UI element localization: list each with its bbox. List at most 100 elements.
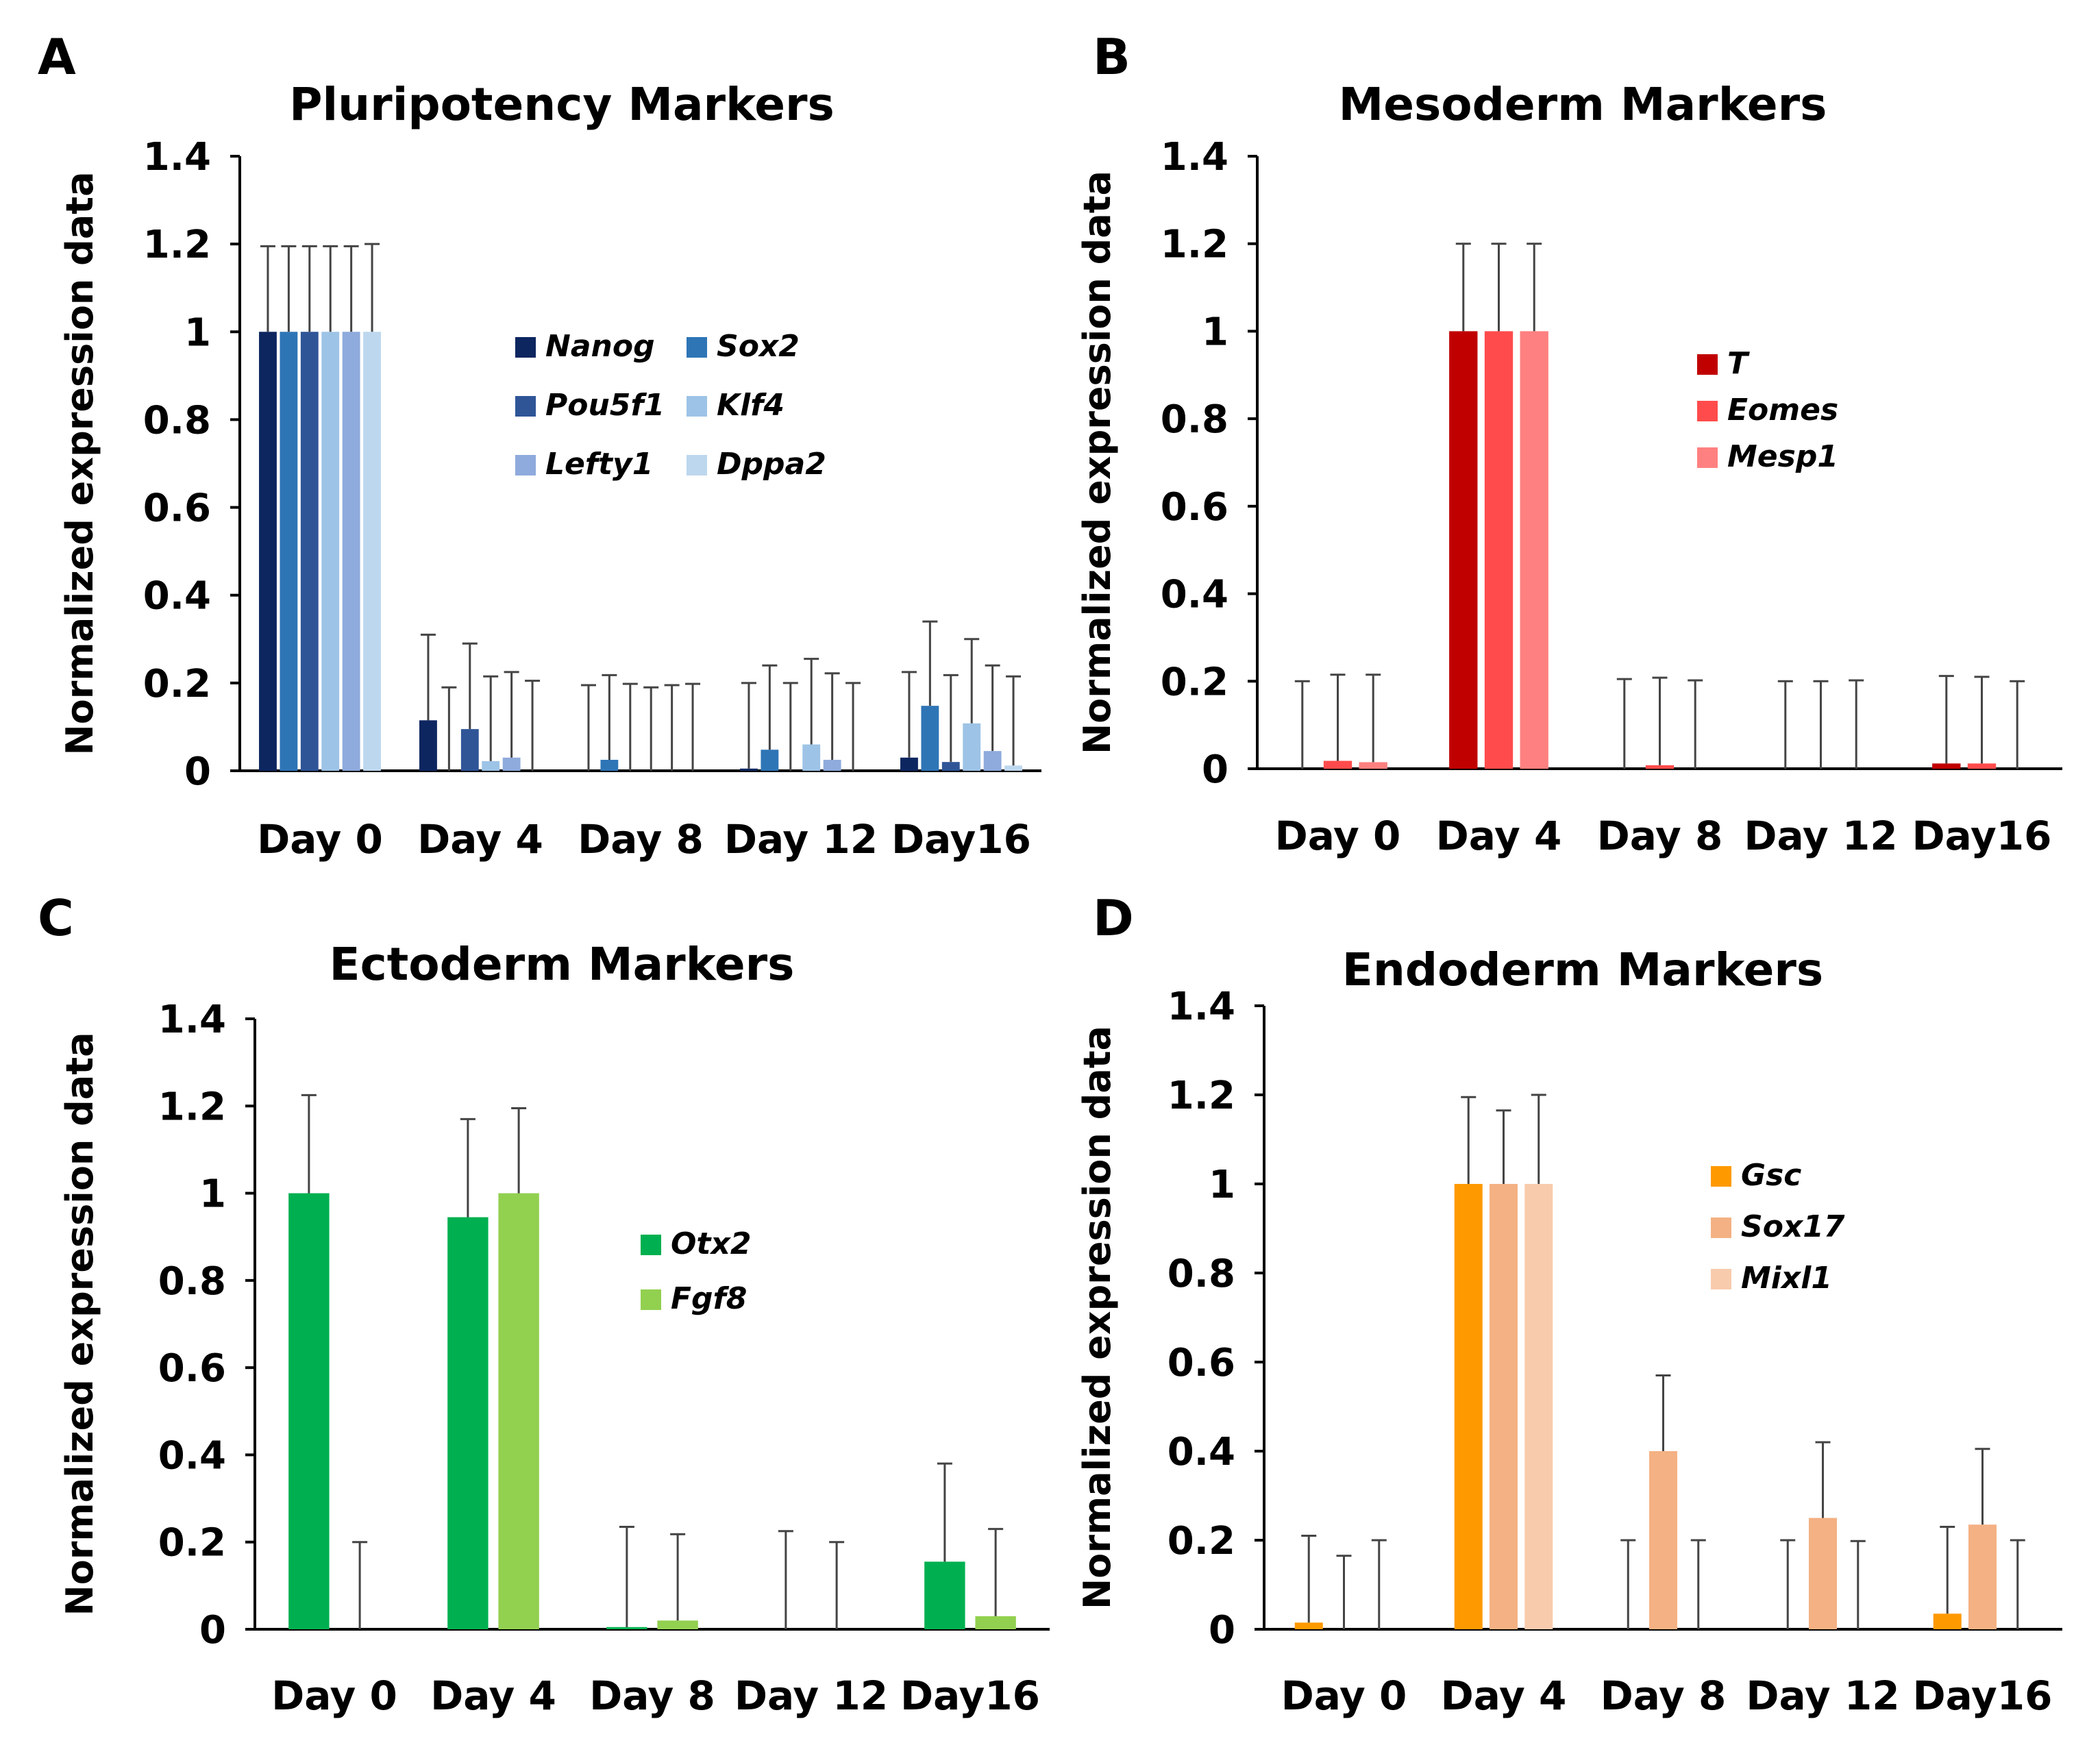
bar-eomes-day8 — [1645, 765, 1675, 769]
y-tick-label: 0.4 — [1168, 1430, 1235, 1474]
bar-mixl1-day4 — [1524, 1184, 1553, 1629]
error-bar — [1461, 1096, 1477, 1184]
y-tick-label: 1 — [1202, 310, 1228, 354]
error-bar — [622, 682, 638, 771]
y-axis-label: Normalized expression data — [1076, 1026, 1119, 1609]
chart-title: Mesoderm Markers — [1339, 78, 1827, 131]
error-bar — [1974, 676, 1990, 764]
bar-pou5f1-day4 — [460, 729, 479, 771]
bar-pou5f1-day0 — [300, 332, 319, 771]
legend: Nanog Sox2 Pou5f1 Klf4 Lefty1 Dppa2 — [515, 329, 826, 482]
y-axis-label: Normalized expression data — [58, 171, 101, 755]
error-bar — [2010, 680, 2025, 769]
y-tick-label: 0 — [199, 1608, 226, 1653]
x-tick-label: Day 8 — [1597, 813, 1723, 859]
x-tick-label: Day 0 — [257, 816, 383, 863]
bar-nanog-day4 — [419, 720, 437, 771]
bar-sox2-day0 — [280, 332, 298, 771]
bar-lefty1-day4 — [502, 757, 521, 771]
legend-entry: Sox2 — [717, 329, 800, 364]
y-tick-label: 0.4 — [1161, 573, 1228, 617]
y-tick-label: 1.2 — [143, 223, 211, 267]
error-bar — [323, 245, 338, 332]
bar-eomes-day4 — [1484, 331, 1514, 769]
panel-label: C — [38, 889, 74, 947]
legend-entry: Otx2 — [671, 1226, 751, 1261]
y-axis-label: Normalized expression data — [58, 1032, 101, 1616]
error-bar — [343, 245, 359, 332]
error-bar — [829, 1541, 845, 1629]
bar-otx2-day16 — [924, 1561, 965, 1629]
bar-sox17-day12 — [1808, 1518, 1838, 1629]
error-bar — [352, 1541, 368, 1629]
error-bar — [1940, 1526, 1955, 1614]
error-bar — [943, 673, 959, 763]
bar-gsc-day16 — [1933, 1614, 1962, 1629]
error-bar — [460, 1117, 475, 1217]
x-tick-label: Day16 — [891, 816, 1031, 863]
error-bar — [988, 1528, 1004, 1616]
error-bar — [1006, 675, 1022, 766]
x-tick-label: Day 0 — [271, 1672, 397, 1719]
legend-entry: Dppa2 — [717, 447, 826, 482]
y-tick-label: 1 — [184, 310, 211, 355]
chart-panel-c: C Ectoderm Markers Normalized expression d… — [38, 889, 1050, 1719]
error-bar — [937, 1462, 952, 1562]
y-tick-label: 0.8 — [1161, 397, 1228, 442]
error-bar — [1849, 679, 1864, 769]
bar-mesp1-day4 — [1520, 331, 1548, 769]
legend-swatch — [641, 1289, 661, 1310]
error-bar — [1777, 680, 1793, 769]
x-tick-label: Day 0 — [1275, 813, 1401, 859]
y-tick-label: 0 — [1202, 747, 1228, 792]
chart-title: Ectoderm Markers — [330, 938, 795, 991]
bar-mesp1-day0 — [1359, 762, 1387, 769]
bar-sox17-day4 — [1489, 1184, 1518, 1629]
bar-otx2-day4 — [447, 1217, 489, 1629]
y-tick-label: 0.2 — [1168, 1519, 1235, 1563]
legend-entry: Klf4 — [717, 388, 785, 423]
error-bar — [420, 633, 436, 721]
bar-otx2-day0 — [288, 1193, 330, 1629]
x-tick-label: Day 8 — [589, 1672, 715, 1719]
bar-lefty1-day16 — [983, 751, 1002, 771]
x-tick-label: Day 0 — [1281, 1672, 1407, 1719]
error-bar — [778, 1530, 793, 1629]
error-bar — [782, 682, 798, 771]
error-bar — [1294, 680, 1310, 769]
bar-t-day16 — [1932, 763, 1961, 769]
error-bar — [602, 673, 617, 760]
error-bar — [301, 1093, 317, 1194]
y-axis-label: Normalized expression data — [1076, 171, 1119, 754]
legend-entry: Gsc — [1741, 1158, 1801, 1193]
legend-swatch — [641, 1235, 661, 1255]
legend-entry: Mixl1 — [1741, 1261, 1832, 1296]
legend-swatch — [687, 455, 707, 475]
y-tick-label: 1 — [199, 1172, 226, 1217]
bar-dppa2-day0 — [363, 332, 381, 771]
error-bar — [964, 638, 980, 724]
error-bar — [1850, 1540, 1866, 1629]
error-bar — [441, 686, 457, 771]
legend-swatch — [1711, 1217, 1731, 1238]
bar-fgf8-day4 — [498, 1193, 539, 1629]
bar-eomes-day0 — [1323, 761, 1352, 769]
y-tick-label: 0.6 — [1161, 485, 1228, 530]
error-bar — [762, 664, 778, 750]
x-tick-label: Day 8 — [1601, 1672, 1727, 1719]
error-bar — [845, 682, 861, 771]
bar-nanog-day0 — [259, 332, 277, 771]
legend-swatch — [515, 396, 536, 417]
error-bar — [804, 658, 819, 745]
y-tick-label: 1.4 — [1161, 135, 1228, 180]
error-bar — [643, 686, 659, 771]
y-tick-label: 0 — [184, 750, 211, 794]
error-bar — [1813, 680, 1829, 769]
bar-sox2-day8 — [600, 759, 619, 771]
error-bar — [483, 675, 499, 761]
chart-panel-d: D Endoderm Markers Normalized expression d… — [1076, 889, 2062, 1719]
legend-swatch — [1697, 354, 1718, 375]
error-bar — [670, 1533, 686, 1621]
bar-eomes-day16 — [1967, 763, 1997, 769]
legend-entry: Pou5f1 — [545, 388, 665, 423]
